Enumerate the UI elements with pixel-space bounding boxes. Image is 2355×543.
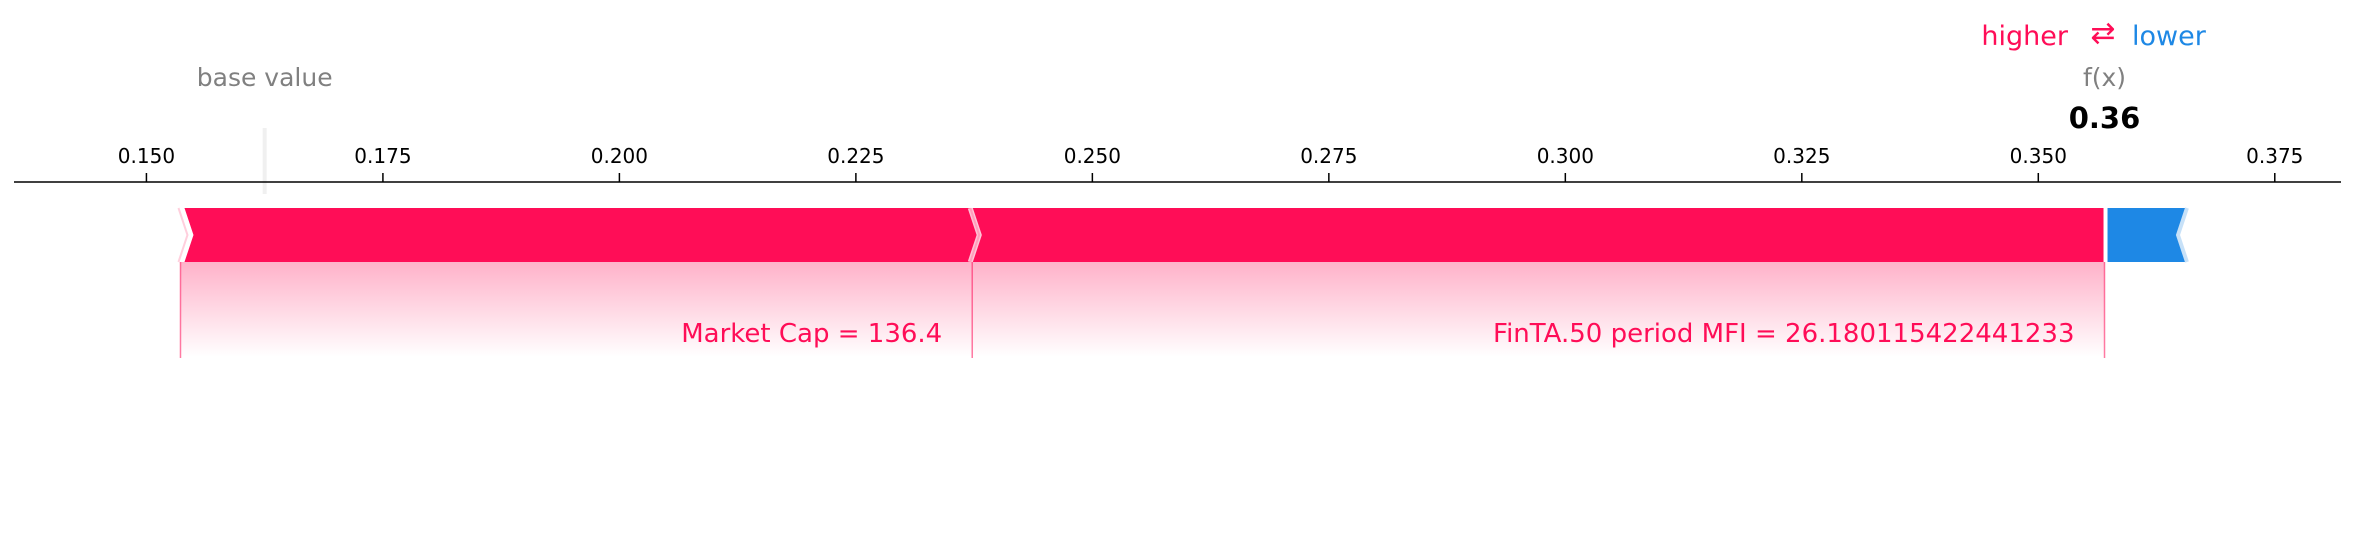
x-tick-label: 0.350 — [2010, 144, 2067, 168]
legend-arrow-icon: ⇄ — [2090, 16, 2115, 51]
positive-feature-bar — [184, 208, 982, 262]
feature-separator-shade — [969, 207, 981, 263]
feature-label: FinTA.50 period MFI = 26.180115422441233 — [1493, 319, 2075, 349]
x-axis-ticks: 0.150 0.175 0.200 0.225 0.250 0.275 0.300 0.325… — [118, 144, 2303, 182]
x-tick-label: 0.200 — [591, 144, 648, 168]
negative-feature-bar — [2107, 208, 2185, 262]
fx-label: f(x) — [2083, 63, 2126, 92]
x-tick-label: 0.250 — [1064, 144, 1121, 168]
x-tick-label: 0.275 — [1300, 144, 1357, 168]
x-tick-label: 0.175 — [354, 144, 411, 168]
output-value-label: 0.36 — [2069, 101, 2141, 135]
positive-feature-bar — [972, 208, 2105, 262]
x-tick-label: 0.300 — [1537, 144, 1594, 168]
x-tick-label: 0.325 — [1773, 144, 1830, 168]
feature-label: Market Cap = 136.4 — [681, 319, 942, 349]
feature-separator — [176, 207, 191, 263]
feature-fade — [180, 262, 973, 357]
feature-separator — [2175, 207, 2189, 263]
feature-separator — [967, 207, 982, 263]
feature-fade — [972, 262, 2105, 357]
x-tick-label: 0.225 — [827, 144, 884, 168]
legend-higher: higher — [1981, 21, 2068, 52]
x-tick-label: 0.375 — [2246, 144, 2303, 168]
base-value-label: base value — [197, 63, 333, 92]
x-tick-label: 0.150 — [118, 144, 175, 168]
feature-bars: Market Cap = 136.4 FinTA.50 period MFI = … — [176, 207, 2189, 358]
feature-separator-shade — [177, 207, 189, 263]
legend-lower: lower — [2132, 21, 2207, 52]
